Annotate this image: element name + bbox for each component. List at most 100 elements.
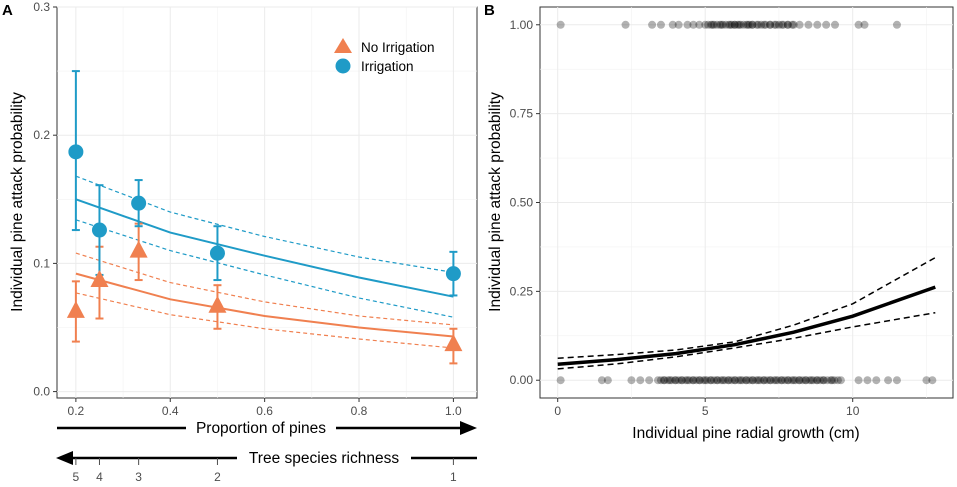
unattacked-pine-point [677, 376, 686, 385]
irrigation-point [209, 245, 225, 261]
x-tick-label: 0.2 [68, 404, 85, 418]
attacked-pine-point [689, 20, 698, 29]
panel-b-grid [540, 7, 953, 398]
unattacked-pine-point [823, 376, 832, 385]
attacked-pine-point [822, 20, 831, 29]
y-tick-label: 0.75 [510, 107, 534, 121]
y-tick-label: 0.3 [33, 0, 50, 14]
unattacked-pine-point [689, 376, 698, 385]
unattacked-pine-point [752, 376, 761, 385]
attacked-pine-point [760, 20, 769, 29]
panel-a-grid [57, 6, 477, 398]
panel-a-legend: No Irrigation Irrigation [334, 38, 435, 74]
unattacked-pine-point [659, 376, 668, 385]
unattacked-pine-point [795, 376, 804, 385]
unattacked-pine-point [892, 376, 901, 385]
attacked-pine-point [648, 20, 657, 29]
attacked-pine-point [752, 20, 761, 29]
unattacked-pine-point [780, 376, 789, 385]
attacked-pine-point [766, 20, 775, 29]
y-tick-label: 0.0 [33, 385, 50, 399]
irrigation-point [68, 144, 84, 160]
richness-arrow-label: Tree species richness [249, 450, 399, 467]
y-tick-label: 0.25 [510, 284, 534, 298]
panel-a: 0.2 0.4 0.6 0.8 1.0 0.0 0.1 0.2 0.3 No Irrigatio… [9, 0, 478, 484]
irrigation-point [445, 266, 461, 282]
unattacked-pine-point [671, 376, 680, 385]
attacked-pine-point [621, 20, 630, 29]
unattacked-pine-point [717, 376, 726, 385]
attacked-pine-point [713, 20, 721, 29]
no-irrigation-point [66, 300, 85, 318]
unattacked-pine-point [766, 376, 775, 385]
unattacked-pine-point [736, 376, 745, 385]
y-tick-label: 1.00 [510, 18, 534, 32]
unattacked-pine-point [812, 376, 821, 385]
unattacked-pine-point [730, 376, 739, 385]
unattacked-pine-point [826, 376, 835, 385]
unattacked-pine-point [699, 376, 708, 385]
irrigation-point [91, 222, 107, 238]
unattacked-pine-point [720, 376, 729, 385]
unattacked-pine-point [742, 376, 751, 385]
unattacked-pine-point [654, 376, 662, 385]
unattacked-pine-point [727, 376, 736, 385]
richness-tick-label: 3 [135, 470, 142, 484]
unattacked-pine-point [816, 376, 825, 385]
unattacked-pine-point [787, 376, 796, 385]
unattacked-pine-point [819, 376, 828, 385]
unattacked-pine-point [718, 376, 727, 385]
attacked-pine-point [656, 20, 665, 29]
attacked-pine-point [813, 20, 822, 29]
panel-b-label: B [484, 2, 495, 19]
attacked-pine-point [727, 20, 736, 29]
panel-b-x-axis-title: Individual pine radial growth (cm) [632, 425, 859, 442]
unattacked-pine-point [664, 376, 673, 385]
unattacked-pine-point [922, 376, 931, 385]
unattacked-pine-point [759, 376, 768, 385]
unattacked-pine-point [833, 376, 842, 385]
x-tick-label: 0.6 [256, 404, 273, 418]
attacked-pine-point [754, 20, 763, 29]
unattacked-pine-point [928, 376, 937, 385]
unattacked-pine-point [695, 376, 704, 385]
panel-b-fit-lines [557, 256, 936, 370]
unattacked-pine-point [766, 376, 775, 385]
unattacked-pine-point [745, 376, 754, 385]
unattacked-pine-point [597, 376, 606, 385]
no-irrigation-point [444, 334, 463, 352]
unattacked-pine-point [706, 376, 715, 385]
attacked-pine-point [774, 20, 783, 29]
unattacked-pine-point [819, 376, 828, 385]
x-tick-label: 1.0 [445, 404, 462, 418]
y-tick-label: 0.50 [510, 196, 534, 210]
legend-no-irrigation: No Irrigation [361, 40, 435, 55]
unattacked-pine-point [741, 376, 750, 385]
unattacked-pine-point [770, 376, 779, 385]
unattacked-pine-point [777, 376, 786, 385]
attacked-pine-point [708, 20, 717, 29]
unattacked-pine-point [791, 376, 800, 385]
unattacked-pine-point [772, 376, 780, 385]
unattacked-pine-point [801, 376, 810, 385]
attacked-pine-point [854, 20, 863, 29]
unattacked-pine-point [683, 376, 692, 385]
panel-b-ticks: 0 5 10 0.00 0.25 0.50 0.75 1.00 [510, 18, 860, 418]
attacked-pine-point [783, 20, 792, 29]
unattacked-pine-point [760, 376, 769, 385]
unattacked-pine-point [783, 376, 792, 385]
x-tick-label: 0.4 [162, 404, 179, 418]
attacked-pine-point [788, 20, 797, 29]
attacked-pine-point [556, 20, 565, 29]
unattacked-pine-point [734, 376, 743, 385]
unattacked-pine-point [671, 376, 680, 385]
unattacked-pine-point [763, 376, 772, 385]
no-irrigation-fit-line [75, 272, 454, 338]
attacked-pine-point [795, 20, 804, 29]
attacked-pine-point [745, 20, 754, 29]
unattacked-pine-point [884, 376, 893, 385]
attacked-pine-point [779, 20, 788, 29]
unattacked-pine-point [830, 376, 839, 385]
unattacked-pine-point [645, 376, 654, 385]
unattacked-pine-point [748, 376, 757, 385]
